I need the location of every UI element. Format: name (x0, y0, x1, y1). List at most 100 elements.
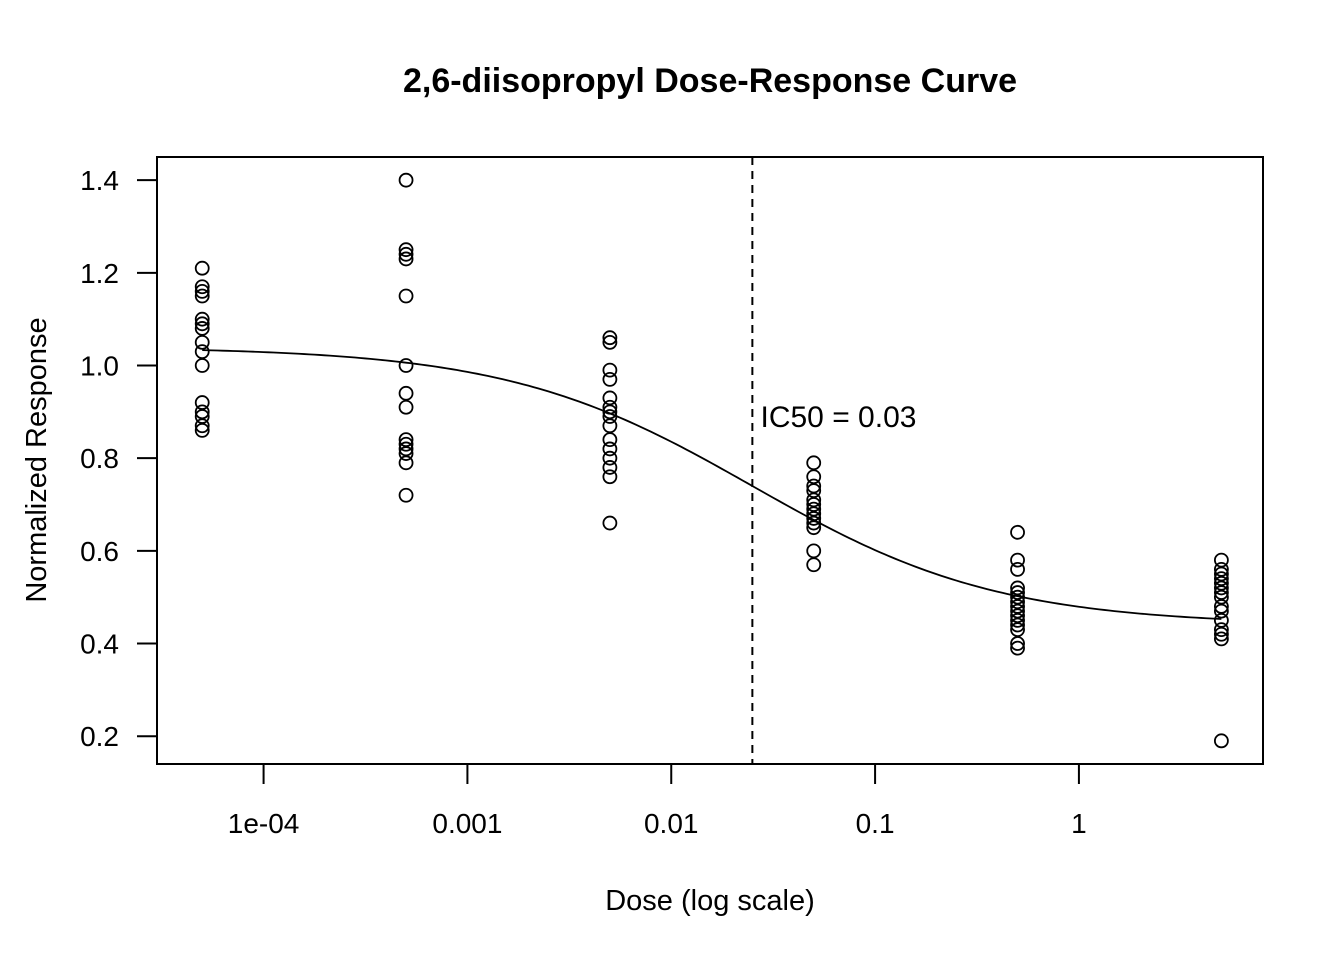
data-point (194, 311, 210, 327)
data-point (806, 483, 822, 499)
data-point (194, 334, 210, 350)
data-point (602, 372, 618, 387)
data-point (602, 441, 618, 457)
data-point (1213, 580, 1229, 596)
data-point (806, 501, 822, 517)
y-axis-label: Normalized Response (21, 317, 53, 602)
data-point (602, 409, 618, 424)
y-tick-label: 1.4 (80, 165, 119, 196)
data-point (194, 321, 210, 336)
data-point (194, 409, 210, 424)
data-point (398, 399, 414, 415)
data-point (194, 283, 210, 299)
y-tick-label: 0.8 (80, 443, 119, 474)
data-point (1213, 585, 1229, 600)
data-point (806, 497, 822, 512)
ic50-annotation: IC50 = 0.03 (761, 401, 917, 434)
data-point (602, 404, 618, 420)
x-tick-label: 1e-04 (228, 808, 300, 839)
data-point (1010, 622, 1025, 638)
data-point (398, 436, 414, 452)
data-point (1010, 561, 1025, 577)
data-point (1010, 603, 1025, 619)
data-point (194, 279, 210, 295)
data-point (806, 511, 822, 526)
data-point (1213, 733, 1229, 749)
data-point (806, 506, 822, 522)
data-point (1213, 603, 1229, 619)
data-point (1213, 612, 1229, 628)
data-point (602, 399, 618, 415)
data-point (806, 469, 822, 485)
data-point (194, 422, 210, 438)
data-point (602, 334, 618, 350)
data-point (398, 242, 414, 258)
data-point (1010, 594, 1025, 610)
data-point (1213, 589, 1229, 605)
data-point (602, 362, 618, 378)
data-point (1010, 617, 1025, 633)
data-point (194, 344, 210, 360)
data-point (1213, 571, 1229, 587)
x-tick-label: 0.001 (432, 808, 502, 839)
data-point (1010, 599, 1025, 614)
data-point (1010, 608, 1025, 624)
x-tick-label: 0.01 (644, 808, 699, 839)
data-point (398, 251, 414, 267)
y-axis: 0.2 0.4 0.6 0.8 1.0 1.2 1.4 (80, 165, 158, 752)
fit-curve (202, 349, 1222, 620)
data-point (194, 260, 210, 276)
data-point (602, 450, 618, 466)
data-point (806, 455, 822, 471)
data-point (398, 446, 414, 461)
data-point (1213, 622, 1229, 638)
data-point (806, 520, 822, 536)
y-tick-label: 1.2 (80, 258, 119, 289)
data-point (1213, 631, 1229, 647)
y-tick-label: 0.2 (80, 721, 119, 752)
data-point (194, 418, 210, 434)
data-point (398, 432, 414, 448)
data-point (602, 390, 618, 406)
data-point (194, 404, 210, 420)
data-point (602, 469, 618, 485)
data-point (1010, 585, 1025, 600)
data-point (1213, 599, 1229, 614)
data-point (806, 478, 822, 494)
data-point (398, 358, 414, 373)
x-axis: 1e-04 0.001 0.01 0.1 1 (228, 763, 1087, 839)
data-point (194, 288, 210, 304)
data-point (1010, 612, 1025, 628)
data-point (806, 543, 822, 559)
data-point (1010, 552, 1025, 568)
data-point (398, 246, 414, 262)
data-point (1213, 626, 1229, 642)
data-point (398, 288, 414, 304)
data-point (398, 172, 414, 188)
data-point (1213, 566, 1229, 582)
data-point (806, 492, 822, 508)
data-point (1010, 636, 1025, 651)
data-point (194, 358, 210, 373)
x-axis-label: Dose (log scale) (605, 885, 815, 917)
data-point (602, 432, 618, 448)
fit-curve-group (202, 349, 1222, 620)
y-tick-label: 1.0 (80, 351, 119, 382)
data-point (1010, 589, 1025, 605)
data-point (194, 316, 210, 332)
data-point (1010, 524, 1025, 540)
chart-title: 2,6-diisopropyl Dose-Response Curve (403, 62, 1017, 100)
y-tick-label: 0.4 (80, 629, 119, 660)
data-point (602, 418, 618, 434)
data-point (1213, 575, 1229, 591)
data-point (1213, 561, 1229, 577)
data-point (398, 455, 414, 471)
data-points-group (194, 172, 1229, 749)
data-point (806, 515, 822, 531)
data-point (602, 330, 618, 346)
annotations-group: IC50 = 0.03 (761, 401, 917, 434)
y-tick-label: 0.6 (80, 536, 119, 567)
data-point (602, 460, 618, 475)
data-point (1010, 640, 1025, 656)
